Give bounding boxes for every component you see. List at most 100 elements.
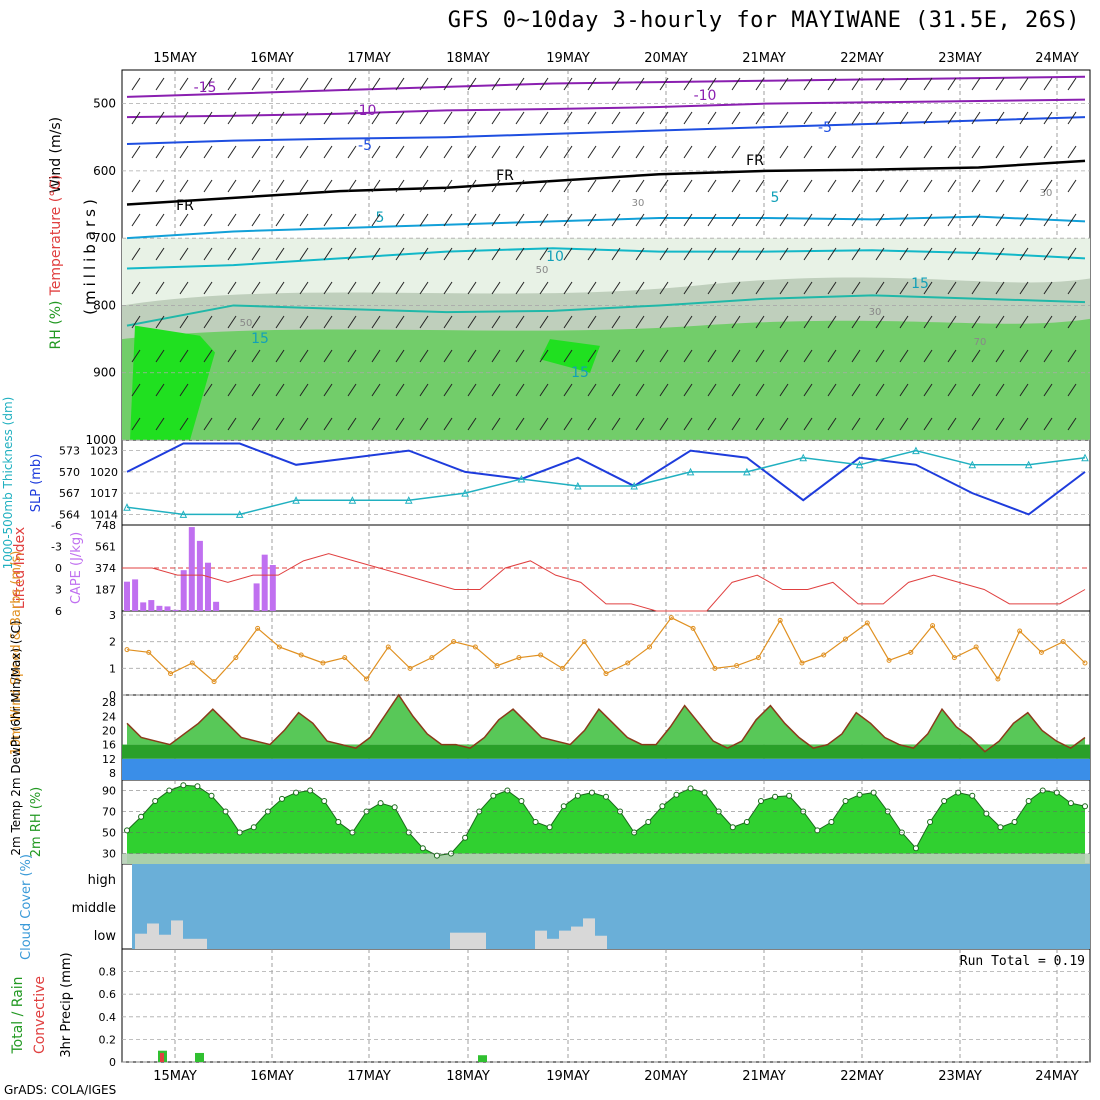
slp-tick-label: 1017 — [90, 487, 118, 500]
precip-total-bar — [478, 1055, 487, 1062]
temp-tick-label: 12 — [102, 753, 116, 766]
rh-marker — [997, 824, 1004, 831]
wind-barb — [827, 417, 837, 431]
wind-speed-marker — [168, 671, 174, 677]
precip-axis-group: 3hr Precip (mm) Total / Rain Convective — [10, 952, 74, 1057]
wind-barb — [659, 111, 669, 125]
pressure-axis-label: (millibars) — [81, 195, 99, 315]
cape-bar — [196, 540, 203, 611]
wind-barb — [803, 349, 813, 363]
wind-barb — [779, 247, 789, 261]
wind-barb — [611, 213, 621, 227]
low-cloud-bar — [183, 938, 195, 949]
wind-barb — [491, 315, 501, 329]
wind-barb — [179, 213, 189, 227]
wind-barb — [923, 247, 933, 261]
wind-barb — [1067, 247, 1077, 261]
precip-convective-label: Convective — [32, 976, 48, 1054]
top-day-label: 21MAY — [742, 51, 786, 66]
wind-barb — [1067, 383, 1077, 397]
wind-barb — [443, 349, 453, 363]
wind-barb — [875, 247, 885, 261]
wind-barb — [947, 213, 957, 227]
rh2m-axis-group: 2m RH (%) — [29, 787, 44, 858]
rh-marker — [433, 852, 440, 859]
thickness-marker — [404, 496, 413, 504]
wind-barb — [827, 247, 837, 261]
wind-speed-marker — [951, 655, 957, 661]
wind-barb — [203, 247, 213, 261]
chart-title: GFS 0~10day 3-hourly for MAYIWANE (31.5E… — [447, 8, 1080, 33]
wind-speed-marker — [821, 652, 827, 658]
wind-barb — [851, 77, 861, 91]
thickness-marker — [912, 446, 920, 455]
wind-speed-marker — [407, 665, 413, 671]
wind-speed-marker — [429, 655, 435, 661]
wind-barb — [851, 213, 861, 227]
wind-barb — [659, 417, 669, 431]
temp-tick-label: 28 — [102, 696, 116, 709]
rh-marker — [772, 793, 779, 800]
wind-barb — [275, 179, 285, 193]
isotherm-line — [126, 159, 1086, 206]
wind-barb — [707, 77, 717, 91]
wind-barb — [659, 315, 669, 329]
wind-barb — [875, 145, 885, 159]
wind-barb — [1067, 77, 1077, 91]
contour-label: FR — [496, 168, 514, 184]
wind-barb — [227, 349, 237, 363]
wind-barb — [587, 145, 597, 159]
wind-barb — [707, 145, 717, 159]
wind-barb — [347, 77, 357, 91]
wind-barb — [587, 383, 597, 397]
wind-barb — [179, 315, 189, 329]
thickness-marker — [1024, 460, 1033, 469]
wind-speed-marker — [973, 644, 979, 650]
wind-barb — [971, 281, 981, 295]
precip-total-bar — [195, 1052, 204, 1062]
wind-barb — [827, 383, 837, 397]
wind-barb — [659, 281, 669, 295]
wind-barb — [323, 247, 333, 261]
wind-barb — [251, 417, 261, 431]
wind-speed-marker — [799, 660, 805, 666]
wind-barb — [611, 417, 621, 431]
cape-bar — [140, 602, 147, 611]
wind-barb — [683, 315, 693, 329]
wind-barb — [131, 179, 141, 193]
wind-barb — [995, 247, 1005, 261]
wind-barb — [731, 247, 741, 261]
rh-marker — [490, 792, 497, 799]
li-tick-label: -3 — [51, 541, 62, 554]
wind-barb — [443, 247, 453, 261]
wind-barb — [419, 247, 429, 261]
wind-barb — [491, 111, 501, 125]
wind-barb — [635, 179, 645, 193]
wind-barb — [899, 247, 909, 261]
wind-barb — [275, 145, 285, 159]
wind-barb — [995, 349, 1005, 363]
temp-area — [127, 695, 1085, 752]
wind-barb — [971, 247, 981, 261]
wind-barb — [371, 77, 381, 91]
wind-barb — [203, 315, 213, 329]
wind-barb — [635, 111, 645, 125]
bottom-day-label: 21MAY — [742, 1069, 786, 1084]
wind-barb — [419, 213, 429, 227]
wind-barb — [515, 281, 525, 295]
wind-barb — [827, 281, 837, 295]
wind-barb — [587, 417, 597, 431]
wind-barb — [251, 77, 261, 91]
wind-barb — [707, 213, 717, 227]
wind-barb — [347, 179, 357, 193]
wind-barb — [683, 383, 693, 397]
wind-barb — [1043, 349, 1053, 363]
low-cloud-bar — [571, 926, 583, 949]
rh-marker — [518, 798, 525, 804]
wind-barb — [323, 179, 333, 193]
rh-tick-label: 50 — [102, 827, 116, 840]
wind-barb — [1043, 247, 1053, 261]
wind-barb — [155, 77, 165, 91]
wind-barb — [683, 247, 693, 261]
wind-barb — [1019, 383, 1029, 397]
